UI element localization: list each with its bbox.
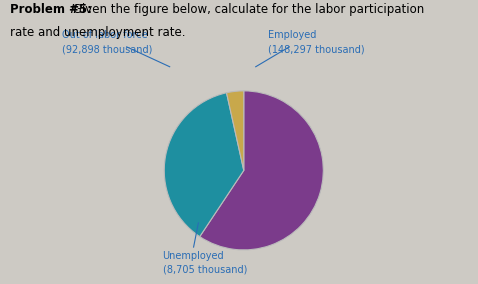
- Text: Out of labor force: Out of labor force: [62, 30, 148, 40]
- Text: Employed: Employed: [268, 30, 316, 40]
- Text: (148,297 thousand): (148,297 thousand): [268, 44, 364, 54]
- Wedge shape: [200, 91, 323, 250]
- Text: Unemployed: Unemployed: [163, 251, 224, 261]
- Text: (8,705 thousand): (8,705 thousand): [163, 265, 247, 275]
- Text: Problem #5:: Problem #5:: [10, 3, 92, 16]
- Text: rate and unemployment rate.: rate and unemployment rate.: [10, 26, 185, 39]
- Wedge shape: [227, 91, 244, 170]
- Text: (92,898 thousand): (92,898 thousand): [62, 44, 152, 54]
- Wedge shape: [164, 93, 244, 237]
- Text: Given the figure below, calculate for the labor participation: Given the figure below, calculate for th…: [69, 3, 424, 16]
